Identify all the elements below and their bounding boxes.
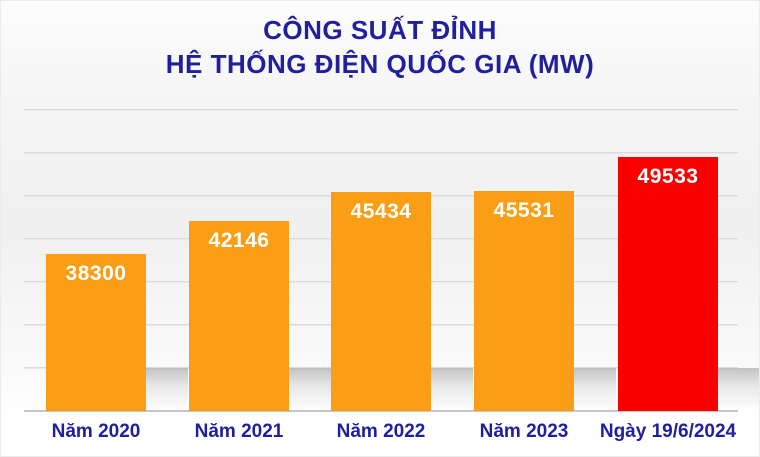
x-axis-label: Năm 2020 bbox=[51, 421, 141, 442]
chart-title: CÔNG SUẤT ĐỈNH HỆ THỐNG ĐIỆN QUỐC GIA (M… bbox=[1, 1, 759, 81]
bar-value-label: 38300 bbox=[65, 261, 127, 285]
bar-shadow bbox=[718, 368, 759, 411]
bar-value-label: 49533 bbox=[637, 165, 699, 189]
bar-value-label: 45434 bbox=[350, 200, 412, 224]
bar: 38300 bbox=[46, 253, 146, 411]
gridline bbox=[24, 109, 738, 111]
bar-shadow bbox=[574, 368, 616, 411]
x-axis-label: Năm 2022 bbox=[336, 421, 426, 442]
bar: 49533 bbox=[618, 157, 718, 411]
x-axis-line bbox=[24, 410, 738, 412]
chart-title-line1: CÔNG SUẤT ĐỈNH bbox=[263, 15, 497, 45]
bar: 42146 bbox=[189, 220, 289, 411]
chart-title-line2: HỆ THỐNG ĐIỆN QUỐC GIA (MW) bbox=[165, 49, 595, 79]
bar-value-label: 42146 bbox=[208, 228, 270, 252]
gridline bbox=[24, 152, 738, 154]
bar: 45434 bbox=[331, 192, 431, 411]
bar-value-label: 45531 bbox=[493, 199, 555, 223]
bar-shadow bbox=[289, 368, 331, 411]
x-axis-label: Ngày 19/6/2024 bbox=[599, 421, 737, 442]
x-axis-label: Năm 2021 bbox=[194, 421, 284, 442]
x-axis-label: Năm 2023 bbox=[479, 421, 569, 442]
bar-shadow bbox=[431, 368, 473, 411]
bar-shadow bbox=[146, 368, 188, 411]
bar: 45531 bbox=[474, 191, 574, 411]
